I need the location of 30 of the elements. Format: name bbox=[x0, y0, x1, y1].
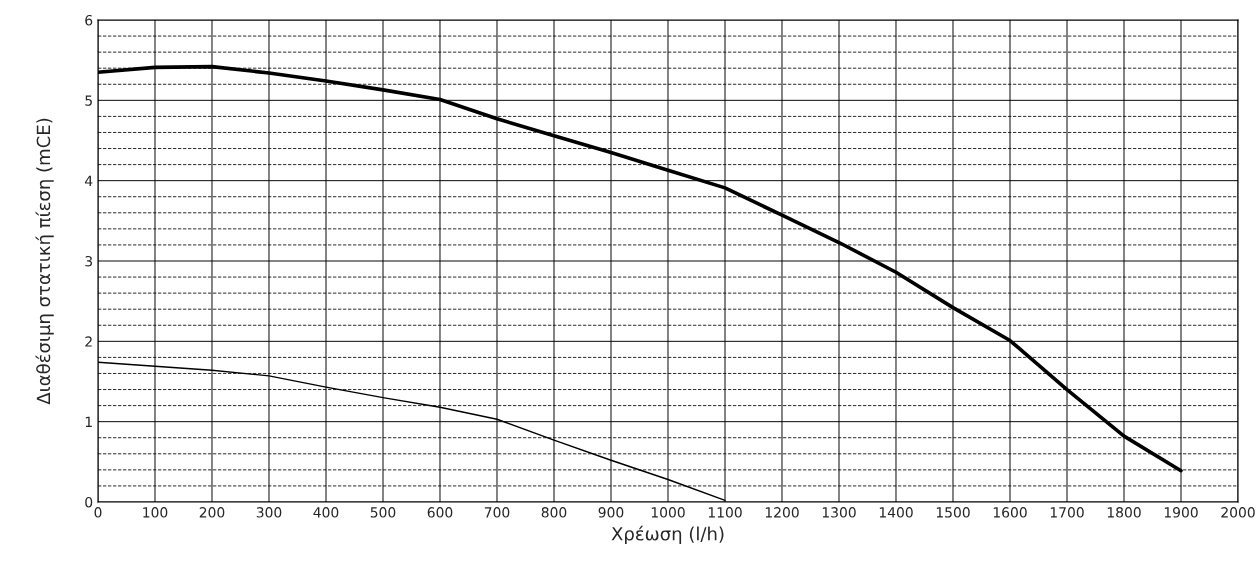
y-tick-label: 6 bbox=[85, 14, 93, 26]
x-tick-label: 2000 bbox=[1221, 507, 1255, 518]
x-axis-title: Χρέωση (l/h) bbox=[611, 525, 724, 545]
y-tick-label: 2 bbox=[85, 336, 92, 347]
x-tick-label: 900 bbox=[598, 507, 624, 518]
x-tick-label: 500 bbox=[370, 507, 396, 518]
x-tick-label: 0 bbox=[94, 507, 102, 518]
y-tick-label: 5 bbox=[85, 95, 92, 106]
x-tick-label: 600 bbox=[427, 507, 453, 518]
y-axis-title: Διαθέσιμη στατική πίεση (mCE) bbox=[35, 118, 54, 405]
y-tick-label: 1 bbox=[85, 416, 92, 427]
x-tick-label: 700 bbox=[484, 507, 510, 518]
x-tick-label: 1500 bbox=[936, 507, 970, 518]
x-tick-label: 300 bbox=[256, 507, 282, 518]
x-tick-label: 200 bbox=[199, 507, 225, 518]
x-tick-label: 1700 bbox=[1050, 507, 1084, 518]
y-tick-label: 0 bbox=[85, 496, 93, 508]
x-tick-label: 1900 bbox=[1164, 507, 1198, 518]
x-tick-label: 400 bbox=[313, 507, 339, 518]
x-tick-label: 1000 bbox=[651, 507, 685, 518]
x-tick-label: 1800 bbox=[1107, 507, 1141, 518]
x-tick-label: 1400 bbox=[879, 507, 913, 518]
x-tick-label: 1300 bbox=[822, 507, 856, 518]
y-tick-label: 3 bbox=[85, 255, 93, 267]
x-tick-label: 1600 bbox=[993, 507, 1027, 518]
x-tick-label: 100 bbox=[143, 507, 168, 518]
y-tick-label: 4 bbox=[84, 175, 93, 186]
x-tick-label: 1200 bbox=[765, 507, 799, 518]
x-tick-label: 800 bbox=[541, 507, 567, 518]
x-tick-label: 1100 bbox=[708, 507, 742, 518]
